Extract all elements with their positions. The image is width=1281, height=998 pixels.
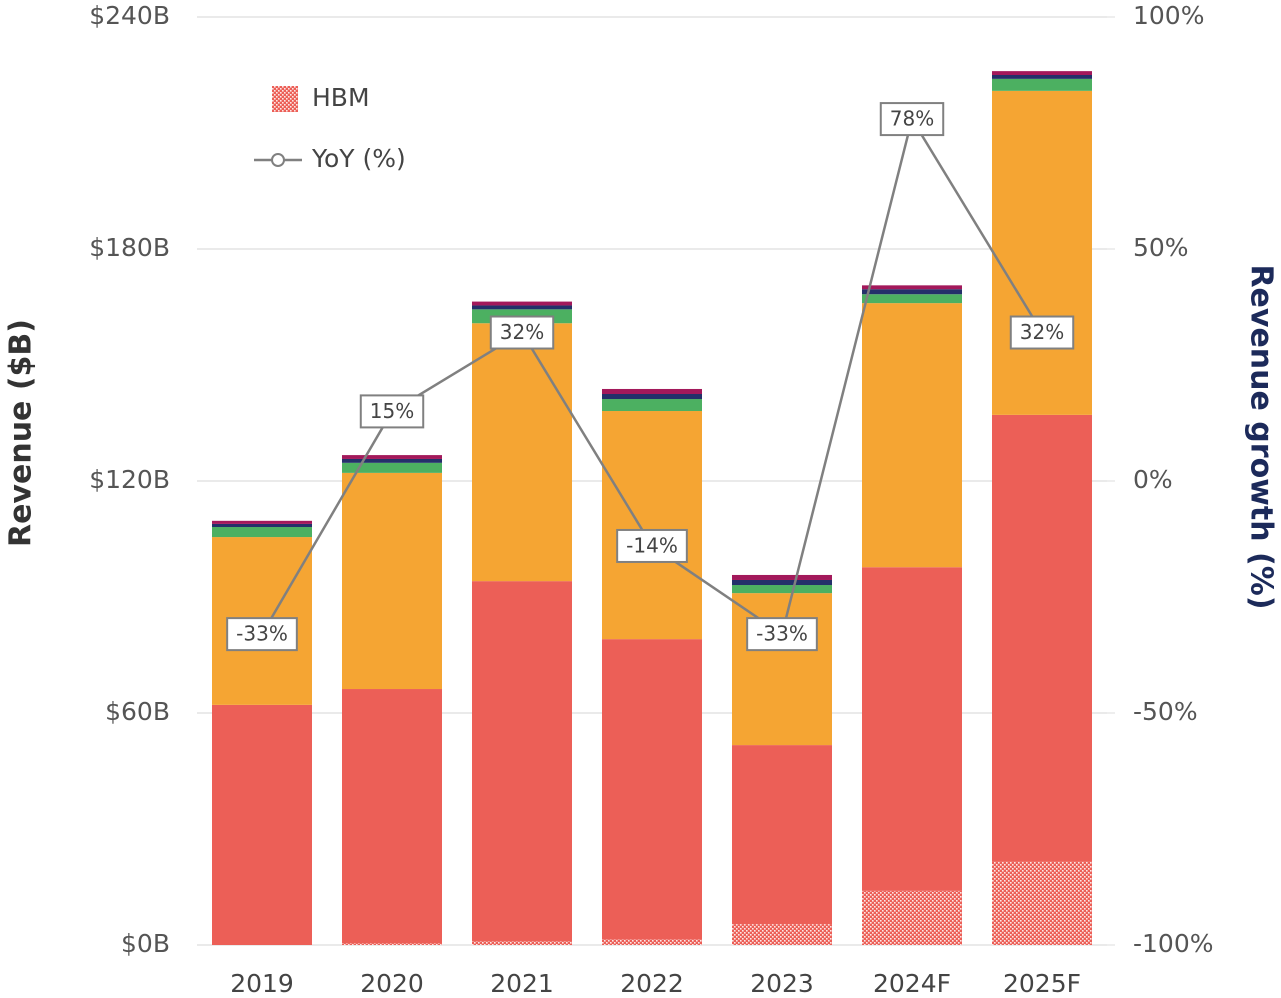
bar-segment bbox=[862, 289, 962, 295]
bar-segment bbox=[472, 301, 572, 306]
y-tick-label: $0B bbox=[121, 929, 170, 958]
yoy-label: -14% bbox=[626, 533, 678, 557]
bar-segment bbox=[342, 689, 442, 944]
y-axis-title: Revenue ($B) bbox=[4, 319, 39, 547]
yoy-label-box bbox=[489, 315, 555, 350]
bar-segment bbox=[472, 323, 572, 582]
yoy-label: 32% bbox=[500, 320, 544, 344]
bar-segment bbox=[472, 581, 572, 942]
x-tick-label: 2025F bbox=[1003, 969, 1081, 998]
bar-segment bbox=[342, 455, 442, 459]
yoy-label-box bbox=[1009, 315, 1075, 350]
bar-segment bbox=[732, 745, 832, 925]
bar-segment bbox=[992, 71, 1092, 75]
bar-segment bbox=[602, 388, 702, 394]
bar-segment bbox=[342, 472, 442, 690]
y2-axis-title: Revenue growth (%) bbox=[1244, 264, 1279, 609]
yoy-label-box bbox=[616, 528, 688, 563]
bar-segment bbox=[602, 399, 702, 412]
y2-tick-label: 100% bbox=[1133, 1, 1204, 30]
bar-segment bbox=[992, 90, 1092, 415]
x-tick-label: 2023 bbox=[750, 969, 814, 998]
yoy-label: 78% bbox=[890, 107, 934, 131]
hbm-segment bbox=[342, 943, 442, 945]
legend-marker bbox=[271, 153, 285, 167]
bar-segment bbox=[732, 593, 832, 746]
bar-segment bbox=[472, 305, 572, 310]
yoy-label-box bbox=[746, 617, 818, 652]
hbm-segment bbox=[862, 890, 962, 945]
y-tick-label: $180B bbox=[89, 233, 170, 262]
legend-label: YoY (%) bbox=[311, 144, 406, 173]
bar-segment bbox=[212, 527, 312, 538]
bar-segment bbox=[992, 75, 1092, 79]
bar-segment bbox=[342, 458, 442, 463]
yoy-label: -33% bbox=[756, 622, 808, 646]
hbm-segment bbox=[472, 941, 572, 945]
yoy-label: -33% bbox=[236, 622, 288, 646]
bar-segment bbox=[212, 523, 312, 528]
bar-segment bbox=[992, 414, 1092, 862]
x-tick-label: 2019 bbox=[230, 969, 294, 998]
bar-segment bbox=[732, 574, 832, 580]
yoy-label: 32% bbox=[1020, 320, 1064, 344]
yoy-label-box bbox=[359, 394, 425, 429]
y2-tick-label: 0% bbox=[1133, 465, 1173, 494]
x-tick-label: 2020 bbox=[360, 969, 424, 998]
legend-label: HBM bbox=[312, 83, 370, 112]
y2-tick-label: 50% bbox=[1133, 233, 1189, 262]
bar-segment bbox=[862, 285, 962, 290]
x-tick-label: 2024F bbox=[873, 969, 951, 998]
hbm-segment bbox=[732, 924, 832, 945]
yoy-label-box bbox=[226, 617, 298, 652]
bar-segment bbox=[992, 78, 1092, 91]
bar-segment bbox=[862, 294, 962, 304]
y2-tick-label: -100% bbox=[1133, 929, 1214, 958]
hbm-segment bbox=[602, 939, 702, 945]
bar-segment bbox=[212, 520, 312, 524]
hbm-segment bbox=[992, 861, 1092, 945]
bar-segment bbox=[732, 579, 832, 586]
bar-segment bbox=[862, 303, 962, 568]
y-tick-label: $60B bbox=[105, 697, 170, 726]
bar-segment bbox=[602, 411, 702, 640]
x-tick-label: 2022 bbox=[620, 969, 684, 998]
y-tick-label: $120B bbox=[89, 465, 170, 494]
y2-tick-label: -50% bbox=[1133, 697, 1198, 726]
x-tick-label: 2021 bbox=[490, 969, 554, 998]
yoy-label-box bbox=[879, 102, 945, 137]
bar-segment bbox=[732, 585, 832, 594]
bar-segment bbox=[602, 639, 702, 940]
bar-segment bbox=[862, 567, 962, 891]
bar-segment bbox=[602, 394, 702, 400]
bar-segment bbox=[342, 462, 442, 473]
bar-segment bbox=[212, 704, 312, 945]
yoy-label: 15% bbox=[370, 399, 414, 423]
legend-swatch bbox=[272, 86, 298, 112]
y-tick-label: $240B bbox=[89, 1, 170, 30]
